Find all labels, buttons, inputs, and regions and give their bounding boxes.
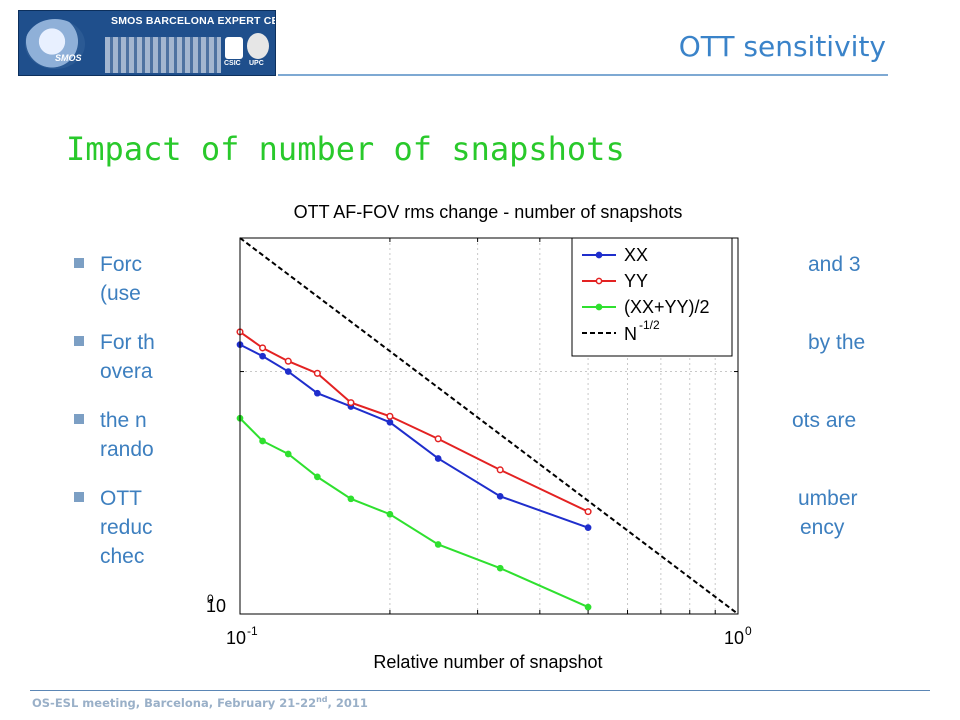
legend-label-exponent: -1/2 <box>639 318 660 332</box>
section-title: OTT sensitivity <box>678 30 886 63</box>
legend-marker <box>595 277 603 285</box>
data-point-xx-yy-2 <box>584 603 592 611</box>
data-point-xx <box>386 418 394 426</box>
data-point-xx-yy-2 <box>434 541 442 548</box>
reference-line <box>239 237 739 615</box>
data-point-yy <box>434 435 442 443</box>
x-tick-label-exponent: -1 <box>247 624 258 638</box>
logo-csic: CSIC <box>224 60 241 67</box>
footer-divider <box>30 690 930 691</box>
bullet-item: Forc and 3 (use <box>74 250 900 308</box>
data-point-xx-yy-2 <box>347 495 355 503</box>
footer-suffix: , 2011 <box>327 695 368 710</box>
satellite-graphic <box>25 19 85 69</box>
data-point-yy <box>347 399 355 407</box>
bullet-left-text: Forc <box>100 253 142 276</box>
x-tick-label: 10 0 <box>724 624 752 648</box>
upc-badge-icon <box>247 33 269 59</box>
x-tick-label-base: 10 <box>724 628 744 648</box>
header-divider <box>278 74 888 76</box>
bullet-line3-text: chec <box>100 545 145 568</box>
bullet-left-text: OTT <box>100 487 142 510</box>
data-point-xx <box>284 368 292 375</box>
bullet-line2-text: (use <box>100 282 141 305</box>
data-point-yy <box>313 369 321 377</box>
legend-entry: (XX+YY)/2 <box>582 297 710 317</box>
bullet-item: OTT umber reduc ency chec <box>74 484 900 571</box>
chart-svg: OTT AF-FOV rms change - number of snapsh… <box>200 190 780 686</box>
legend-marker <box>595 251 603 259</box>
bullet-right-text: umber <box>798 487 858 510</box>
bullet-square-icon <box>74 336 84 346</box>
series-yy <box>236 328 592 516</box>
legend-marker <box>595 303 603 311</box>
chart-title: OTT AF-FOV rms change - number of snapsh… <box>294 202 683 222</box>
data-point-xx <box>259 352 266 360</box>
legend-entry: XX <box>582 245 648 265</box>
data-point-xx <box>434 455 442 462</box>
data-point-xx-yy-2 <box>496 564 504 572</box>
logo-smos: SMOS <box>55 53 82 63</box>
footer-prefix: OS-ESL meeting, Barcelona, February 21-2… <box>32 695 317 710</box>
logo-upc: UPC <box>249 60 264 67</box>
logo-title: SMOS BARCELONA EXPERT CENTRE <box>111 15 275 27</box>
footer-text: OS-ESL meeting, Barcelona, February 21-2… <box>32 695 368 710</box>
data-point-xx-yy-2 <box>386 510 394 518</box>
chart-grid <box>240 238 738 614</box>
csic-badge-icon <box>225 37 243 59</box>
bullet-item: the n ots are rando <box>74 406 900 464</box>
data-point-xx <box>496 492 504 500</box>
y-tick-label-base: 10 <box>206 596 226 616</box>
data-point-xx <box>314 389 321 397</box>
legend-label: YY <box>624 271 648 291</box>
data-point-xx-yy-2 <box>314 473 321 481</box>
bullet-square-icon <box>74 492 84 502</box>
x-tick-label-base: 10 <box>226 628 246 648</box>
bullet-right-text: ots are <box>792 409 857 432</box>
legend-label: (XX+YY)/2 <box>624 297 710 317</box>
data-point-yy <box>259 344 267 352</box>
legend-entry: N -1/2 <box>582 318 660 344</box>
bullet-left-text: For th <box>100 331 155 354</box>
y-tick-label-exponent: 0 <box>207 592 214 606</box>
bullet-line2-text: rando <box>100 438 154 461</box>
bullet-square-icon <box>74 258 84 268</box>
plot-frame <box>239 237 739 615</box>
building-graphic <box>105 37 221 73</box>
bullet-line2-text: reduc <box>100 516 153 539</box>
legend-entry: YY <box>582 271 648 291</box>
bullet-square-icon <box>74 414 84 424</box>
footer-sup: nd <box>316 695 328 704</box>
chart-x-axis-label: Relative number of snapshot <box>373 652 602 672</box>
legend-label: XX <box>624 245 648 265</box>
data-point-xx-yy-2 <box>259 437 266 445</box>
data-point-yy <box>584 508 592 516</box>
data-point-yy <box>386 412 394 420</box>
smos-bec-logo: SMOS BARCELONA EXPERT CENTRE SMOS CSIC U… <box>18 10 276 76</box>
chart-figure: OTT AF-FOV rms change - number of snapsh… <box>200 190 780 686</box>
y-tick-label: 100 <box>206 592 226 616</box>
bullet-line2-text: overa <box>100 360 153 383</box>
bullet-item: For th by the overa <box>74 328 900 386</box>
legend-label: N <box>624 324 637 344</box>
bullet-left-text: the n <box>100 409 147 432</box>
x-tick-label: 10 -1 <box>226 624 258 648</box>
bullet-right-text: and 3 <box>808 253 861 276</box>
bullet-list: Forc and 3 (use For th by the overa the … <box>74 250 894 591</box>
data-point-yy <box>496 466 504 474</box>
data-point-xx-yy-2 <box>284 450 292 458</box>
bullet-right-text: by the <box>808 331 866 354</box>
data-point-yy <box>284 357 292 365</box>
x-tick-label-exponent: 0 <box>745 624 752 638</box>
data-point-xx <box>584 524 592 532</box>
chart-series <box>236 237 739 615</box>
bullet-right2-text: ency <box>800 516 845 539</box>
slide-title: Impact of number of snapshots <box>66 130 625 168</box>
